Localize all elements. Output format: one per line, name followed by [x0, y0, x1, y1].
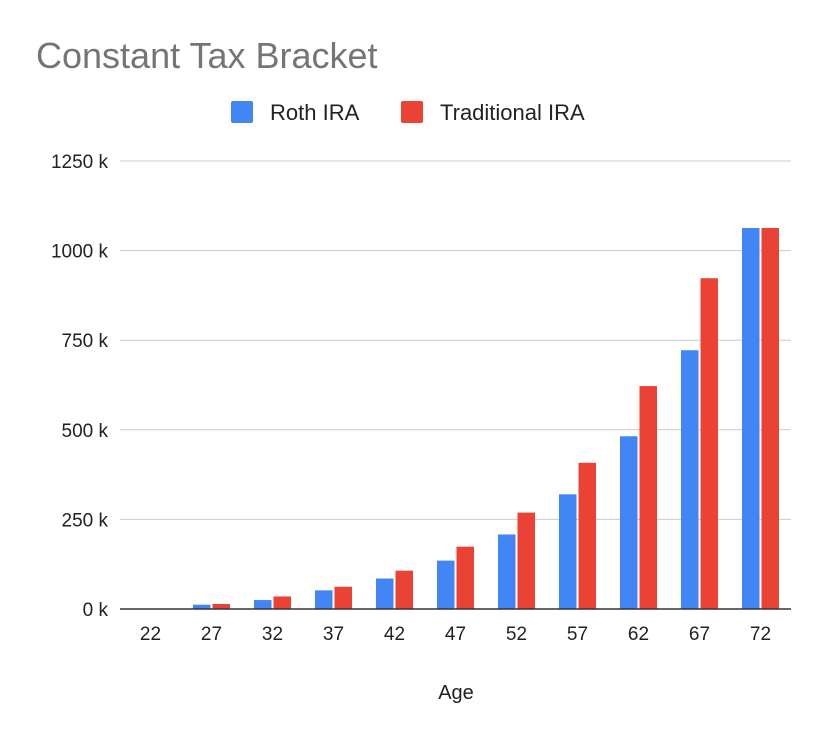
y-tick-label: 750 k: [62, 331, 109, 352]
bar-roth-ira-age-27: [193, 604, 211, 609]
bar-roth-ira-age-72: [742, 228, 760, 609]
x-tick-label: 62: [628, 624, 649, 645]
bar-roth-ira-age-52: [498, 534, 516, 609]
bar-roth-ira-age-62: [620, 436, 638, 609]
y-tick-label: 250 k: [62, 510, 109, 531]
chart-title: Constant Tax Bracket: [36, 35, 378, 76]
y-tick-label: 0 k: [83, 600, 109, 621]
y-tick-label: 500 k: [62, 421, 109, 442]
x-tick-label: 72: [750, 624, 771, 645]
bar-traditional-ira-age-67: [700, 278, 718, 609]
y-axis-tick-labels: 0 k 250 k 500 k 750 k 1000 k 1250 k: [51, 152, 109, 621]
x-tick-label: 32: [262, 624, 283, 645]
bar-roth-ira-age-37: [315, 590, 333, 609]
legend: Roth IRA Traditional IRA: [231, 100, 585, 125]
bar-traditional-ira-age-47: [456, 546, 474, 609]
y-tick-label: 1250 k: [51, 152, 109, 173]
x-tick-label: 52: [506, 624, 527, 645]
y-tick-label: 1000 k: [51, 242, 109, 263]
x-tick-label: 22: [140, 624, 161, 645]
legend-swatch-traditional-ira: [401, 101, 423, 123]
x-axis-tick-labels: 22 27 32 37 42 47 52 57 62 67 72: [140, 624, 771, 645]
bar-traditional-ira-age-42: [395, 570, 413, 609]
bar-roth-ira-age-47: [437, 560, 455, 609]
bar-traditional-ira-age-52: [517, 512, 535, 609]
bar-traditional-ira-age-32: [273, 596, 291, 609]
x-tick-label: 37: [323, 624, 344, 645]
bar-traditional-ira-age-57: [578, 462, 596, 609]
bar-traditional-ira-age-62: [639, 386, 657, 609]
bar-traditional-ira-age-72: [761, 228, 779, 609]
bar-roth-ira-age-42: [376, 578, 394, 609]
x-tick-label: 57: [567, 624, 588, 645]
bars: [193, 228, 779, 609]
bar-roth-ira-age-32: [254, 600, 272, 609]
bar-roth-ira-age-57: [559, 494, 577, 609]
x-axis-title: Age: [438, 682, 474, 704]
x-tick-label: 27: [201, 624, 222, 645]
x-tick-label: 47: [445, 624, 466, 645]
gridlines: [120, 160, 791, 520]
x-tick-label: 67: [689, 624, 710, 645]
legend-label-roth-ira: Roth IRA: [270, 100, 360, 125]
bar-roth-ira-age-67: [681, 350, 699, 609]
bar-traditional-ira-age-37: [334, 586, 352, 609]
bar-traditional-ira-age-27: [212, 603, 230, 609]
legend-label-traditional-ira: Traditional IRA: [440, 100, 585, 125]
x-tick-label: 42: [384, 624, 405, 645]
legend-swatch-roth-ira: [231, 101, 253, 123]
